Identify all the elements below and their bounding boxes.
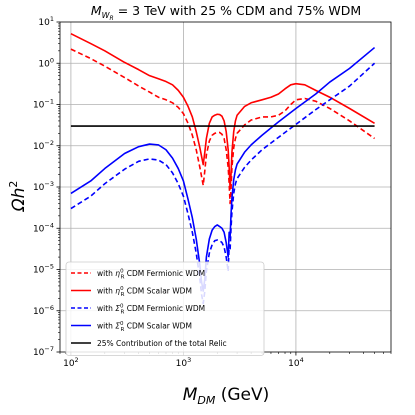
legend: with η0 R CDM Fermionic WDM with η0 R CDM S… [65, 261, 265, 356]
y-tick-label: 100 [38, 56, 54, 69]
legend-label: with Σ0 R CDM Scalar WDM [97, 321, 192, 333]
chart-title: MWR = 3 TeV with 25 % CDM and 75% WDM [91, 3, 361, 22]
series-line-1 [70, 48, 376, 205]
x-tick-label: 103 [176, 356, 192, 369]
y-tick-label: 10−3 [33, 180, 54, 193]
legend-label: with Σ0 R CDM Fermionic WDM [97, 304, 205, 316]
plot-area [70, 32, 376, 305]
series-line-2 [70, 32, 375, 190]
y-tick-label: 10−2 [33, 139, 54, 152]
series-line-4 [70, 46, 376, 292]
y-tick-label: 10−6 [33, 304, 54, 317]
x-tick-label: 104 [288, 356, 304, 369]
x-axis-title: MDM (GeV) [183, 385, 270, 407]
y-tick-label: 101 [38, 15, 54, 28]
series-line-3 [70, 62, 376, 305]
legend-label: with η0 R CDM Scalar WDM [97, 286, 192, 298]
axis-ticks: 102 103 104 10−7 10−6 10−5 10−4 10−3 10−2 10−1 100… [33, 15, 392, 369]
x-tick-label: 102 [63, 356, 79, 369]
y-tick-label: 10−4 [33, 221, 54, 234]
legend-box [65, 261, 265, 356]
y-axis-title: Ωh2 [7, 181, 29, 213]
y-tick-label: 10−7 [33, 345, 54, 358]
legend-label: with η0 R CDM Fermionic WDM [97, 269, 205, 281]
y-tick-label: 10−5 [33, 263, 54, 276]
y-tick-label: 10−1 [33, 98, 54, 111]
legend-label: 25% Contribution of the total Relic [97, 339, 227, 348]
